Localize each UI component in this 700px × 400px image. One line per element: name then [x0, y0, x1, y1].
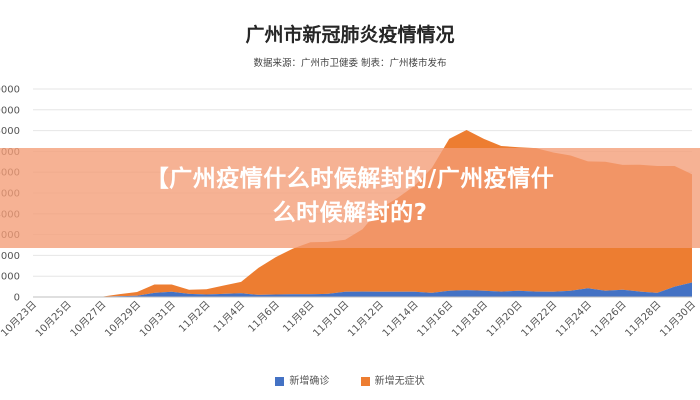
- x-tick-label: 10月27日: [68, 299, 109, 340]
- x-tick-label: 11月30日: [657, 299, 698, 340]
- x-tick-label: 11月28日: [623, 299, 664, 340]
- x-tick-label: 11月4日: [211, 299, 247, 335]
- legend-label-asymptomatic: 新增无症状: [374, 376, 425, 387]
- x-tick-label: 11月6日: [246, 299, 282, 335]
- x-tick-label: 11月10日: [311, 299, 352, 340]
- legend-swatch-confirmed: [275, 376, 285, 386]
- x-tick-label: 10月29日: [103, 299, 144, 340]
- x-tick-label: 11月2日: [176, 299, 212, 335]
- legend-label-confirmed: 新增确诊: [289, 376, 330, 387]
- legend-item-asymptomatic: 新增无症状: [360, 372, 425, 387]
- x-tick-label: 11月26日: [588, 299, 629, 340]
- legend-swatch-asymptomatic: [360, 376, 370, 386]
- x-tick-label: 10月23日: [0, 299, 39, 340]
- x-tick-label: 11月20日: [484, 299, 525, 340]
- x-tick-label: 11月24日: [553, 299, 594, 340]
- x-tick-label: 11月16日: [415, 299, 456, 340]
- headline-line-1: 【广州疫情什么时候解封的/广州疫情什: [145, 166, 555, 192]
- x-tick-label: 11月18日: [449, 299, 490, 340]
- y-tick-label: 8000: [0, 126, 20, 137]
- series-area-confirmed: [33, 282, 692, 297]
- headline-line-2: 么时候解封的?: [272, 200, 428, 226]
- x-tick-label: 11月14日: [380, 299, 421, 340]
- chart-legend: 新增确诊 新增无症状: [0, 372, 700, 387]
- chart-subtitle: 数据来源：广州市卫健委 制表：广州楼市发布: [253, 58, 447, 69]
- x-tick-label: 10月25日: [33, 299, 74, 340]
- legend-item-confirmed: 新增确诊: [275, 372, 329, 387]
- y-tick-label: 2000: [0, 251, 20, 262]
- y-tick-label: 1000: [0, 272, 20, 283]
- x-tick-label: 11月8日: [280, 299, 316, 335]
- x-tick-label: 11月12日: [345, 299, 386, 340]
- x-tick-label: 10月31日: [137, 299, 178, 340]
- headline-text: 【广州疫情什么时候解封的/广州疫情什 么时候解封的?: [0, 162, 700, 230]
- headline-banner: [0, 148, 700, 248]
- y-tick-label: 0: [14, 293, 20, 304]
- y-tick-label: 9000: [0, 105, 20, 116]
- x-tick-label: 11月22日: [519, 299, 560, 340]
- chart-title: 广州市新冠肺炎疫情情况: [245, 24, 455, 46]
